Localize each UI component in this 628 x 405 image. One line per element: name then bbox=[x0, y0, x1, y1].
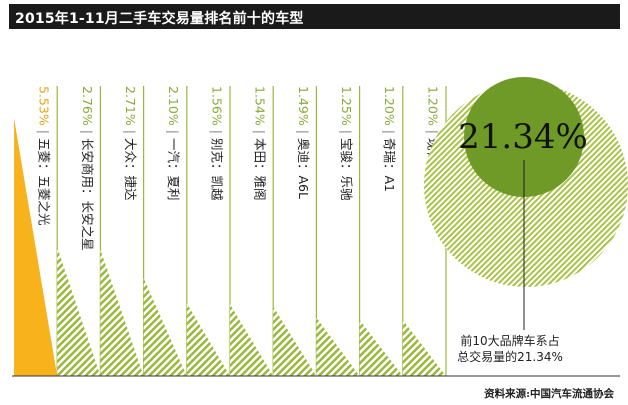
bar-value-label: 1.54% bbox=[253, 86, 268, 126]
bar-label: 2.10% | 一汽：夏利 bbox=[166, 86, 181, 200]
bar-6 bbox=[230, 304, 274, 376]
bar-4 bbox=[143, 278, 187, 376]
bar-7 bbox=[273, 306, 317, 376]
category-label: 本田：雅阁 bbox=[253, 138, 268, 201]
category-label: 奇瑞：A1 bbox=[382, 138, 397, 192]
bar-label-group: 2.10% | 一汽：夏利 bbox=[166, 86, 181, 200]
bar-label-group: 1.20% | 奇瑞：A1 bbox=[382, 86, 397, 192]
bar-value-label: 1.20% bbox=[382, 86, 397, 126]
bar-10 bbox=[402, 320, 446, 376]
bar-value-label: 1.56% bbox=[209, 86, 224, 126]
title-bar: 2015年1-11月二手车交易量排名前十的车型 bbox=[9, 4, 620, 29]
bar-label: 1.20% | 奇瑞：A1 bbox=[382, 86, 397, 192]
label-divider: | bbox=[37, 130, 52, 134]
bar-label: 2.71% | 大众：捷达 bbox=[123, 86, 138, 201]
bar-label: 2.76% | 长安商用：长安之星 bbox=[80, 86, 95, 250]
bar-label: 1.49% | 奥迪：A6L bbox=[296, 86, 311, 199]
category-label: 大众：捷达 bbox=[123, 138, 138, 201]
source-note: 资料来源:中国汽车流通协会 bbox=[484, 388, 614, 400]
bar-label: 1.56% | 别克：凯越 bbox=[209, 86, 224, 201]
bar-value-label: 1.20% bbox=[425, 86, 440, 126]
bar-label-group: 2.76% | 长安商用：长安之星 bbox=[80, 86, 95, 250]
bar-label-group: 1.56% | 别克：凯越 bbox=[209, 86, 224, 201]
bar-1 bbox=[14, 118, 58, 376]
category-label: 别克：凯越 bbox=[209, 138, 224, 201]
bar-9 bbox=[359, 320, 403, 376]
bar-label-group: 5.53% | 五菱：五菱之光 bbox=[37, 86, 52, 225]
bar-label: 5.53% | 五菱：五菱之光 bbox=[37, 86, 52, 225]
category-label: 宝骏：乐驰 bbox=[339, 138, 354, 201]
bar-value-label: 2.76% bbox=[80, 86, 95, 126]
label-divider: | bbox=[425, 130, 440, 134]
label-divider: | bbox=[339, 130, 354, 134]
bar-value-label: 2.10% bbox=[166, 86, 181, 126]
label-divider: | bbox=[382, 130, 397, 134]
category-label: 五菱：五菱之光 bbox=[37, 138, 52, 226]
bar-value-label: 5.53% bbox=[37, 86, 52, 126]
chart-title: 2015年1-11月二手车交易量排名前十的车型 bbox=[15, 11, 304, 27]
bar-2 bbox=[57, 247, 101, 376]
category-label: 长安商用：长安之星 bbox=[80, 138, 95, 251]
bar-3 bbox=[100, 249, 144, 376]
bar-5 bbox=[186, 303, 230, 376]
annotation-line-1: 前10大品牌车系占 bbox=[460, 333, 559, 348]
bar-value-label: 1.25% bbox=[339, 86, 354, 126]
bar-label-group: 1.54% | 本田：雅阁 bbox=[253, 86, 268, 200]
annotation-line-2: 总交易量的21.34% bbox=[457, 349, 563, 364]
bar-label-group: 2.71% | 大众：捷达 bbox=[123, 86, 138, 201]
label-divider: | bbox=[253, 130, 268, 134]
label-divider: | bbox=[296, 130, 311, 134]
category-label: 奥迪：A6L bbox=[296, 138, 311, 199]
bar-value-label: 2.71% bbox=[123, 86, 138, 126]
bar-label: 1.54% | 本田：雅阁 bbox=[253, 86, 268, 200]
bar-label-group: 1.49% | 奥迪：A6L bbox=[296, 86, 311, 199]
bar-label: 1.25% | 宝骏：乐驰 bbox=[339, 86, 354, 201]
bar-8 bbox=[316, 317, 360, 376]
bar-label-group: 1.25% | 宝骏：乐驰 bbox=[339, 86, 354, 201]
label-divider: | bbox=[123, 130, 138, 134]
category-label: 一汽：夏利 bbox=[166, 138, 181, 201]
label-divider: | bbox=[80, 130, 95, 134]
total-share-value: 21.34% bbox=[458, 117, 588, 157]
label-divider: | bbox=[209, 130, 224, 134]
total-share-inner-circle bbox=[464, 77, 584, 197]
label-divider: | bbox=[166, 130, 181, 134]
bar-value-label: 1.49% bbox=[296, 86, 311, 126]
